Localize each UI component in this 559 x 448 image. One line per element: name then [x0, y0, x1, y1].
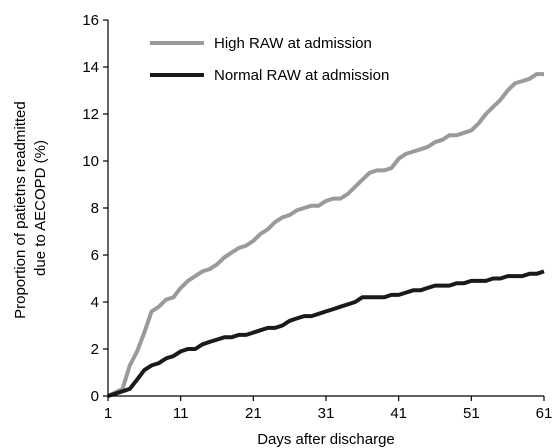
- x-axis-label: Days after discharge: [257, 431, 395, 448]
- y-tick-label: 14: [82, 59, 99, 76]
- x-tick-label: 1: [104, 405, 112, 422]
- y-axis-label-line-2: due to AECOPD (%): [32, 140, 49, 276]
- y-tick-label: 2: [91, 341, 99, 358]
- y-tick-label: 8: [91, 200, 99, 217]
- series-layer: [107, 72, 545, 398]
- y-tick-label: 10: [82, 153, 99, 170]
- x-tick-label: 31: [318, 405, 335, 422]
- legend-label-normal-raw: Normal RAW at admission: [214, 67, 389, 84]
- series-line-high-raw: [107, 72, 544, 398]
- x-tick-label: 41: [390, 405, 407, 422]
- x-tick-label: 51: [463, 405, 480, 422]
- y-axis-label: Proportion of patietns readmitted due to…: [12, 97, 49, 319]
- x-tick-label: 21: [245, 405, 262, 422]
- y-tick-label: 12: [82, 106, 99, 123]
- legend-label-high-raw: High RAW at admission: [214, 35, 372, 52]
- series-line-normal-raw: [107, 269, 545, 398]
- x-tick-label: 11: [173, 405, 189, 422]
- legend: High RAW at admission Normal RAW at admi…: [150, 35, 389, 84]
- x-tick-label: 61: [536, 405, 553, 422]
- y-axis-label-line-1: Proportion of patietns readmitted: [12, 101, 29, 319]
- y-tick-label: 4: [91, 294, 99, 311]
- y-tick-label: 0: [91, 388, 99, 405]
- y-tick-label: 6: [91, 247, 99, 264]
- y-tick-label: 16: [82, 12, 99, 29]
